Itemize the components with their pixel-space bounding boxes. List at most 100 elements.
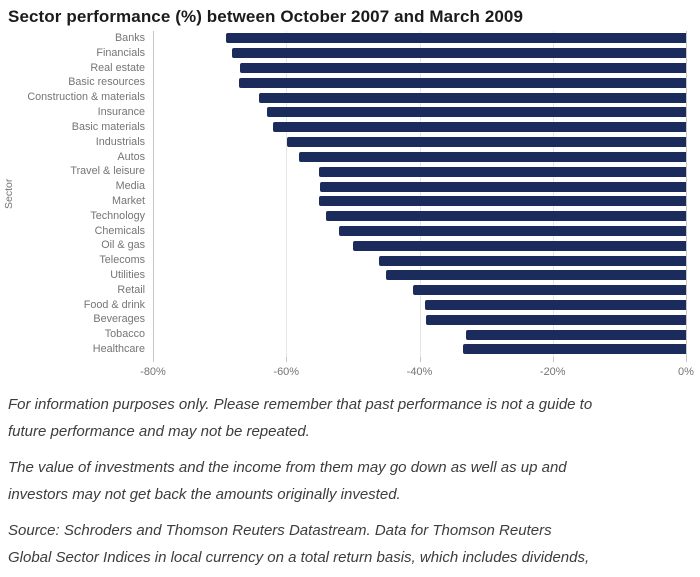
chart-row: Basic resources bbox=[0, 75, 700, 90]
category-label: Food & drink bbox=[83, 298, 145, 311]
bar-track bbox=[153, 224, 686, 239]
category-label: Tobacco bbox=[104, 328, 145, 341]
x-tick-label: -40% bbox=[406, 365, 433, 378]
axis-tick bbox=[153, 357, 154, 362]
gridline bbox=[286, 31, 288, 357]
x-tick-label: -80% bbox=[140, 365, 166, 378]
chart-row: Retail bbox=[0, 283, 700, 298]
chart-row: Chemicals bbox=[0, 224, 700, 239]
bar bbox=[412, 285, 686, 296]
chart-row: Media bbox=[0, 179, 700, 194]
bar bbox=[298, 151, 686, 162]
category-label: Autos bbox=[117, 150, 145, 163]
bar-track bbox=[153, 120, 686, 135]
bar bbox=[466, 329, 686, 340]
category-label: Basic resources bbox=[68, 76, 145, 89]
bar-track bbox=[153, 179, 686, 194]
bar bbox=[318, 196, 686, 207]
chart-row: Travel & leisure bbox=[0, 164, 700, 179]
category-label: Beverages bbox=[93, 313, 145, 326]
chart-row: Industrials bbox=[0, 135, 700, 150]
category-label: Healthcare bbox=[92, 343, 145, 356]
bar-track bbox=[153, 238, 686, 253]
bar-track bbox=[153, 253, 686, 268]
bar bbox=[326, 211, 686, 222]
source-text: Source: Schroders and Thomson Reuters Da… bbox=[8, 522, 590, 577]
bar-track bbox=[153, 164, 686, 179]
category-label: Travel & leisure bbox=[70, 165, 145, 178]
category-label: Financials bbox=[96, 46, 145, 59]
bar-track bbox=[153, 31, 686, 46]
bar-track bbox=[153, 194, 686, 209]
x-tick-label: -60% bbox=[273, 365, 300, 378]
chart-row: Utilities bbox=[0, 268, 700, 283]
chart-row: Telecoms bbox=[0, 253, 700, 268]
bar bbox=[318, 166, 686, 177]
bar bbox=[272, 122, 686, 133]
chart-row: Market bbox=[0, 194, 700, 209]
bar bbox=[320, 181, 686, 192]
grid-layer bbox=[153, 31, 687, 362]
bar bbox=[258, 92, 686, 103]
bar bbox=[386, 270, 686, 281]
axis-tick bbox=[419, 357, 421, 362]
category-label: Banks bbox=[114, 32, 145, 44]
bar-chart: Sector Banks Financials Real estate Basic r… bbox=[0, 31, 700, 380]
bar bbox=[266, 107, 686, 118]
axis-tick bbox=[552, 357, 554, 362]
category-label: Basic materials bbox=[71, 120, 145, 133]
bar-track bbox=[153, 283, 686, 298]
bar bbox=[338, 225, 686, 236]
category-label: Chemicals bbox=[94, 224, 145, 237]
bar bbox=[378, 255, 686, 266]
bar-track bbox=[153, 61, 686, 76]
bar bbox=[424, 300, 686, 311]
category-label: Industrials bbox=[95, 135, 145, 148]
x-axis: -80% -60% -40% -20% 0% bbox=[140, 365, 694, 380]
category-label: Insurance bbox=[97, 106, 145, 119]
category-label: Media bbox=[115, 180, 145, 193]
category-label: Oil & gas bbox=[101, 239, 145, 252]
bar-track bbox=[153, 46, 686, 61]
gridline bbox=[153, 31, 154, 357]
chart-row: Banks bbox=[0, 31, 700, 46]
category-label: Telecoms bbox=[99, 254, 145, 267]
bar-track bbox=[153, 75, 686, 90]
disclaimer-text-1: For information purposes only. Please re… bbox=[8, 396, 593, 440]
axis-tick bbox=[686, 357, 687, 362]
bar-track bbox=[153, 298, 686, 313]
category-label: Technology bbox=[90, 209, 145, 222]
chart-row: Tobacco bbox=[0, 327, 700, 342]
category-label: Market bbox=[112, 194, 145, 207]
footer: For information purposes only. Please re… bbox=[8, 392, 668, 577]
chart-row: Autos bbox=[0, 150, 700, 165]
bar bbox=[463, 344, 686, 355]
chart-row: Insurance bbox=[0, 105, 700, 120]
bar-track bbox=[153, 209, 686, 224]
chart-rows: Banks Financials Real estate Basic resource… bbox=[0, 31, 700, 357]
bar-track bbox=[153, 105, 686, 120]
chart-row: Food & drink bbox=[0, 298, 700, 313]
chart-row: Construction & materials bbox=[0, 90, 700, 105]
chart-title: Sector performance (%) between October 2… bbox=[8, 7, 524, 26]
bar bbox=[286, 137, 686, 148]
gridline bbox=[552, 31, 554, 357]
bar bbox=[426, 314, 686, 325]
bar-track bbox=[153, 150, 686, 165]
category-label: Retail bbox=[117, 283, 145, 296]
category-label: Real estate bbox=[90, 61, 145, 74]
bar bbox=[226, 33, 686, 44]
chart-row: Technology bbox=[0, 209, 700, 224]
bar bbox=[352, 240, 686, 251]
bar-track bbox=[153, 268, 686, 283]
bar bbox=[240, 63, 686, 74]
chart-row: Financials bbox=[0, 46, 700, 61]
axis-tick bbox=[286, 357, 288, 362]
bar bbox=[232, 48, 686, 59]
disclaimer-text-2: The value of investments and the income … bbox=[8, 459, 567, 503]
chart-row: Basic materials bbox=[0, 120, 700, 135]
bar bbox=[238, 77, 686, 88]
x-tick-label: 0% bbox=[678, 365, 694, 378]
chart-row: Beverages bbox=[0, 312, 700, 327]
chart-row: Real estate bbox=[0, 61, 700, 76]
